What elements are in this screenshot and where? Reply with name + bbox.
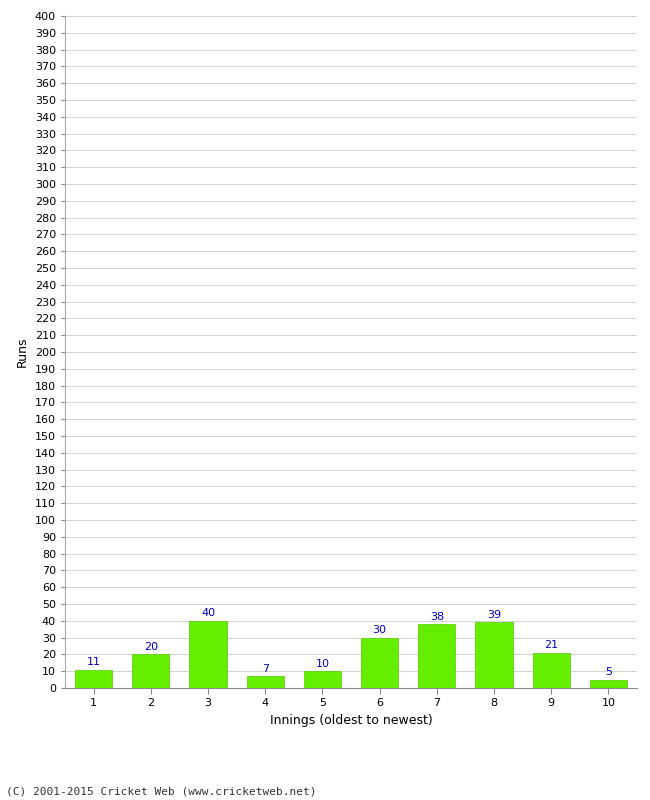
Text: 40: 40 xyxy=(201,608,215,618)
Bar xyxy=(418,624,456,688)
Bar xyxy=(189,621,227,688)
Text: (C) 2001-2015 Cricket Web (www.cricketweb.net): (C) 2001-2015 Cricket Web (www.cricketwe… xyxy=(6,786,317,796)
Text: 21: 21 xyxy=(544,640,558,650)
Bar xyxy=(590,679,627,688)
Bar xyxy=(361,638,398,688)
Bar xyxy=(75,670,112,688)
Text: 38: 38 xyxy=(430,612,444,622)
Bar xyxy=(532,653,570,688)
Bar xyxy=(475,622,513,688)
Bar xyxy=(246,676,284,688)
Y-axis label: Runs: Runs xyxy=(16,337,29,367)
Bar xyxy=(304,671,341,688)
Text: 10: 10 xyxy=(315,658,330,669)
Text: 11: 11 xyxy=(86,657,101,667)
Text: 20: 20 xyxy=(144,642,158,652)
Bar xyxy=(132,654,170,688)
Text: 30: 30 xyxy=(372,625,387,635)
Text: 5: 5 xyxy=(605,667,612,677)
X-axis label: Innings (oldest to newest): Innings (oldest to newest) xyxy=(270,714,432,727)
Text: 7: 7 xyxy=(262,664,268,674)
Text: 39: 39 xyxy=(487,610,501,620)
